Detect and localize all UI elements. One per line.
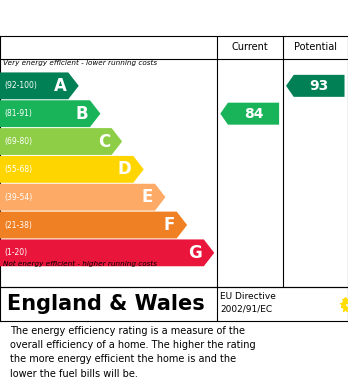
- Text: (92-100): (92-100): [4, 81, 37, 90]
- Text: D: D: [118, 160, 132, 178]
- Text: B: B: [76, 105, 88, 123]
- Polygon shape: [286, 75, 345, 97]
- Text: (39-54): (39-54): [4, 193, 32, 202]
- Text: The energy efficiency rating is a measure of the
overall efficiency of a home. T: The energy efficiency rating is a measur…: [10, 326, 256, 379]
- Text: Current: Current: [231, 42, 268, 52]
- Text: G: G: [188, 244, 202, 262]
- Polygon shape: [0, 184, 165, 211]
- Text: C: C: [98, 133, 110, 151]
- Text: (69-80): (69-80): [4, 137, 32, 146]
- Text: Very energy efficient - lower running costs: Very energy efficient - lower running co…: [3, 60, 158, 66]
- Text: (55-68): (55-68): [4, 165, 32, 174]
- Polygon shape: [0, 72, 79, 99]
- Text: A: A: [54, 77, 66, 95]
- Text: Not energy efficient - higher running costs: Not energy efficient - higher running co…: [3, 261, 158, 267]
- Polygon shape: [0, 156, 144, 183]
- Text: England & Wales: England & Wales: [7, 294, 205, 314]
- Text: Potential: Potential: [294, 42, 337, 52]
- Text: Energy Efficiency Rating: Energy Efficiency Rating: [9, 9, 238, 27]
- Text: 84: 84: [244, 107, 263, 121]
- Polygon shape: [0, 239, 214, 266]
- Text: 93: 93: [309, 79, 329, 93]
- Text: EU Directive
2002/91/EC: EU Directive 2002/91/EC: [220, 292, 276, 313]
- Polygon shape: [220, 103, 279, 125]
- Polygon shape: [0, 212, 187, 239]
- Text: E: E: [142, 188, 153, 206]
- Text: (21-38): (21-38): [4, 221, 32, 230]
- Polygon shape: [0, 100, 101, 127]
- Text: (81-91): (81-91): [4, 109, 32, 118]
- Text: (1-20): (1-20): [4, 248, 27, 257]
- Text: F: F: [164, 216, 175, 234]
- Polygon shape: [0, 128, 122, 155]
